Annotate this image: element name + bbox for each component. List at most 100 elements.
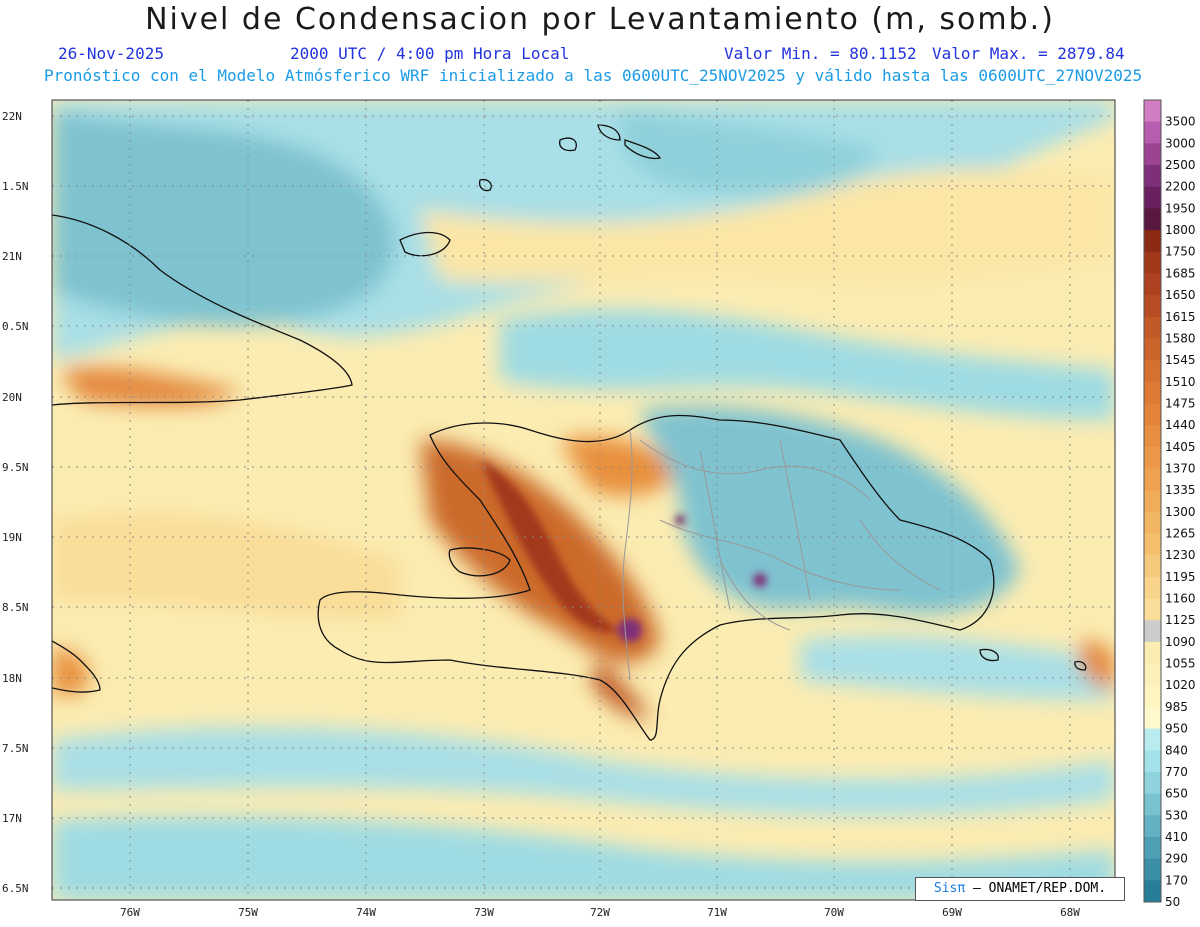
lon-tick-label: 71W <box>707 906 727 919</box>
colorbar: 3500 3000 2500 2200 1950 1800 1750 1685 1650 1615… <box>1143 99 1196 909</box>
map-frame <box>51 99 1116 901</box>
colorbar-label: 1055 <box>1165 657 1196 671</box>
colorbar-swatch <box>1144 576 1161 600</box>
colorbar-label: 1615 <box>1165 310 1196 324</box>
date-label: 26-Nov-2025 <box>58 44 164 63</box>
colorbar-swatch <box>1144 316 1161 339</box>
colorbar-swatch <box>1144 880 1161 903</box>
lat-tick-label: 1.5N <box>2 180 29 193</box>
colorbar-label: 3000 <box>1165 136 1196 150</box>
colorbar-swatch <box>1144 468 1161 491</box>
colorbar-label: 1685 <box>1165 266 1196 280</box>
colorbar-swatch <box>1144 490 1161 513</box>
colorbar-swatch <box>1144 338 1161 361</box>
colorbar-label: 1300 <box>1165 505 1196 519</box>
colorbar-swatch <box>1144 230 1161 253</box>
lon-tick-label: 76W <box>120 906 140 919</box>
lon-tick-label: 73W <box>474 906 494 919</box>
colorbar-label: 410 <box>1165 830 1188 844</box>
colorbar-label: 50 <box>1165 895 1180 909</box>
lat-tick-label: 20N <box>2 391 22 404</box>
colorbar-swatch <box>1144 641 1161 665</box>
colorbar-swatch <box>1144 251 1161 274</box>
colorbar-label: 770 <box>1165 765 1188 779</box>
colorbar-swatch <box>1144 728 1161 751</box>
colorbar-label: 840 <box>1165 743 1188 757</box>
time-label: 2000 UTC / 4:00 pm Hora Local <box>290 44 570 63</box>
colorbar-label: 2500 <box>1165 158 1196 172</box>
colorbar-swatch <box>1144 186 1161 209</box>
colorbar-label: 1475 <box>1165 396 1196 410</box>
credit-box: Sisπ – ONAMET/REP.DOM. <box>915 877 1125 901</box>
colorbar-swatch <box>1144 208 1161 231</box>
lon-tick-label: 70W <box>824 906 844 919</box>
colorbar-swatch <box>1144 620 1161 643</box>
colorbar-swatch <box>1144 511 1161 535</box>
lat-tick-label: 8.5N <box>2 601 29 614</box>
lat-tick-label: 22N <box>2 110 22 123</box>
colorbar-swatch <box>1144 663 1161 686</box>
colorbar-frame <box>1143 99 1162 903</box>
colorbar-swatch <box>1144 598 1161 621</box>
graticule <box>52 100 1115 900</box>
lat-tick-label: 21N <box>2 250 22 263</box>
colorbar-label: 530 <box>1165 808 1188 822</box>
lat-tick-label: 0.5N <box>2 320 29 333</box>
colorbar-swatch <box>1144 771 1161 795</box>
colorbar-label: 1545 <box>1165 353 1196 367</box>
coastlines <box>52 124 1087 741</box>
colorbar-swatch <box>1144 836 1161 860</box>
colorbar-swatch <box>1144 685 1161 708</box>
lon-tick-label: 72W <box>590 906 610 919</box>
colorbar-swatch <box>1144 381 1161 404</box>
colorbar-label: 170 <box>1165 873 1188 887</box>
colorbar-label: 1195 <box>1165 570 1196 584</box>
colorbar-swatch <box>1144 100 1161 123</box>
lon-axis: 76W 75W 74W 73W 72W 71W 70W 69W 68W <box>120 906 1080 919</box>
lat-tick-label: 9.5N <box>2 461 29 474</box>
sispi-logo: Sisπ <box>933 881 966 896</box>
colorbar-label: 1950 <box>1165 201 1196 215</box>
colorbar-label: 1370 <box>1165 461 1196 475</box>
colorbar-swatch <box>1144 295 1161 318</box>
colorbar-swatch <box>1144 750 1161 773</box>
lcl-field <box>52 100 1115 900</box>
colorbar-label: 1650 <box>1165 288 1196 302</box>
colorbar-swatch <box>1144 815 1161 838</box>
lat-tick-label: 17N <box>2 812 22 825</box>
colorbar-label: 1230 <box>1165 548 1196 562</box>
lon-tick-label: 69W <box>942 906 962 919</box>
max-value-label: Valor Max. = 2879.84 <box>932 44 1125 63</box>
lat-tick-label: 19N <box>2 531 22 544</box>
lon-tick-label: 68W <box>1060 906 1080 919</box>
lat-axis: 22N 1.5N 21N 0.5N 20N 9.5N 19N 8.5N 18N … <box>2 110 29 895</box>
colorbar-swatch <box>1144 446 1161 469</box>
colorbar-label: 985 <box>1165 700 1188 714</box>
lon-tick-label: 74W <box>356 906 376 919</box>
colorbar-swatch <box>1144 273 1161 296</box>
colorbar-label: 950 <box>1165 722 1188 736</box>
colorbar-label: 1335 <box>1165 483 1196 497</box>
lat-tick-label: 7.5N <box>2 742 29 755</box>
colorbar-swatch <box>1144 706 1161 730</box>
min-value-label: Valor Min. = 80.1152 <box>724 44 917 63</box>
colorbar-label: 1510 <box>1165 375 1196 389</box>
colorbar-swatch <box>1144 360 1161 383</box>
colorbar-label: 3500 <box>1165 115 1196 129</box>
colorbar-swatch <box>1144 533 1161 556</box>
colorbar-label: 1020 <box>1165 678 1196 692</box>
colorbar-label: 1750 <box>1165 245 1196 259</box>
lat-tick-label: 6.5N <box>2 882 29 895</box>
colorbar-label: 1265 <box>1165 527 1196 541</box>
colorbar-swatch <box>1144 121 1161 144</box>
colorbar-label: 1580 <box>1165 331 1196 345</box>
lon-tick-label: 75W <box>238 906 258 919</box>
colorbar-swatch <box>1144 858 1161 881</box>
colorbar-swatch <box>1144 403 1161 426</box>
colorbar-swatch <box>1144 165 1161 188</box>
colorbar-label: 1800 <box>1165 223 1196 237</box>
colorbar-label: 650 <box>1165 787 1188 801</box>
lat-tick-label: 18N <box>2 672 22 685</box>
colorbar-swatch <box>1144 425 1161 448</box>
